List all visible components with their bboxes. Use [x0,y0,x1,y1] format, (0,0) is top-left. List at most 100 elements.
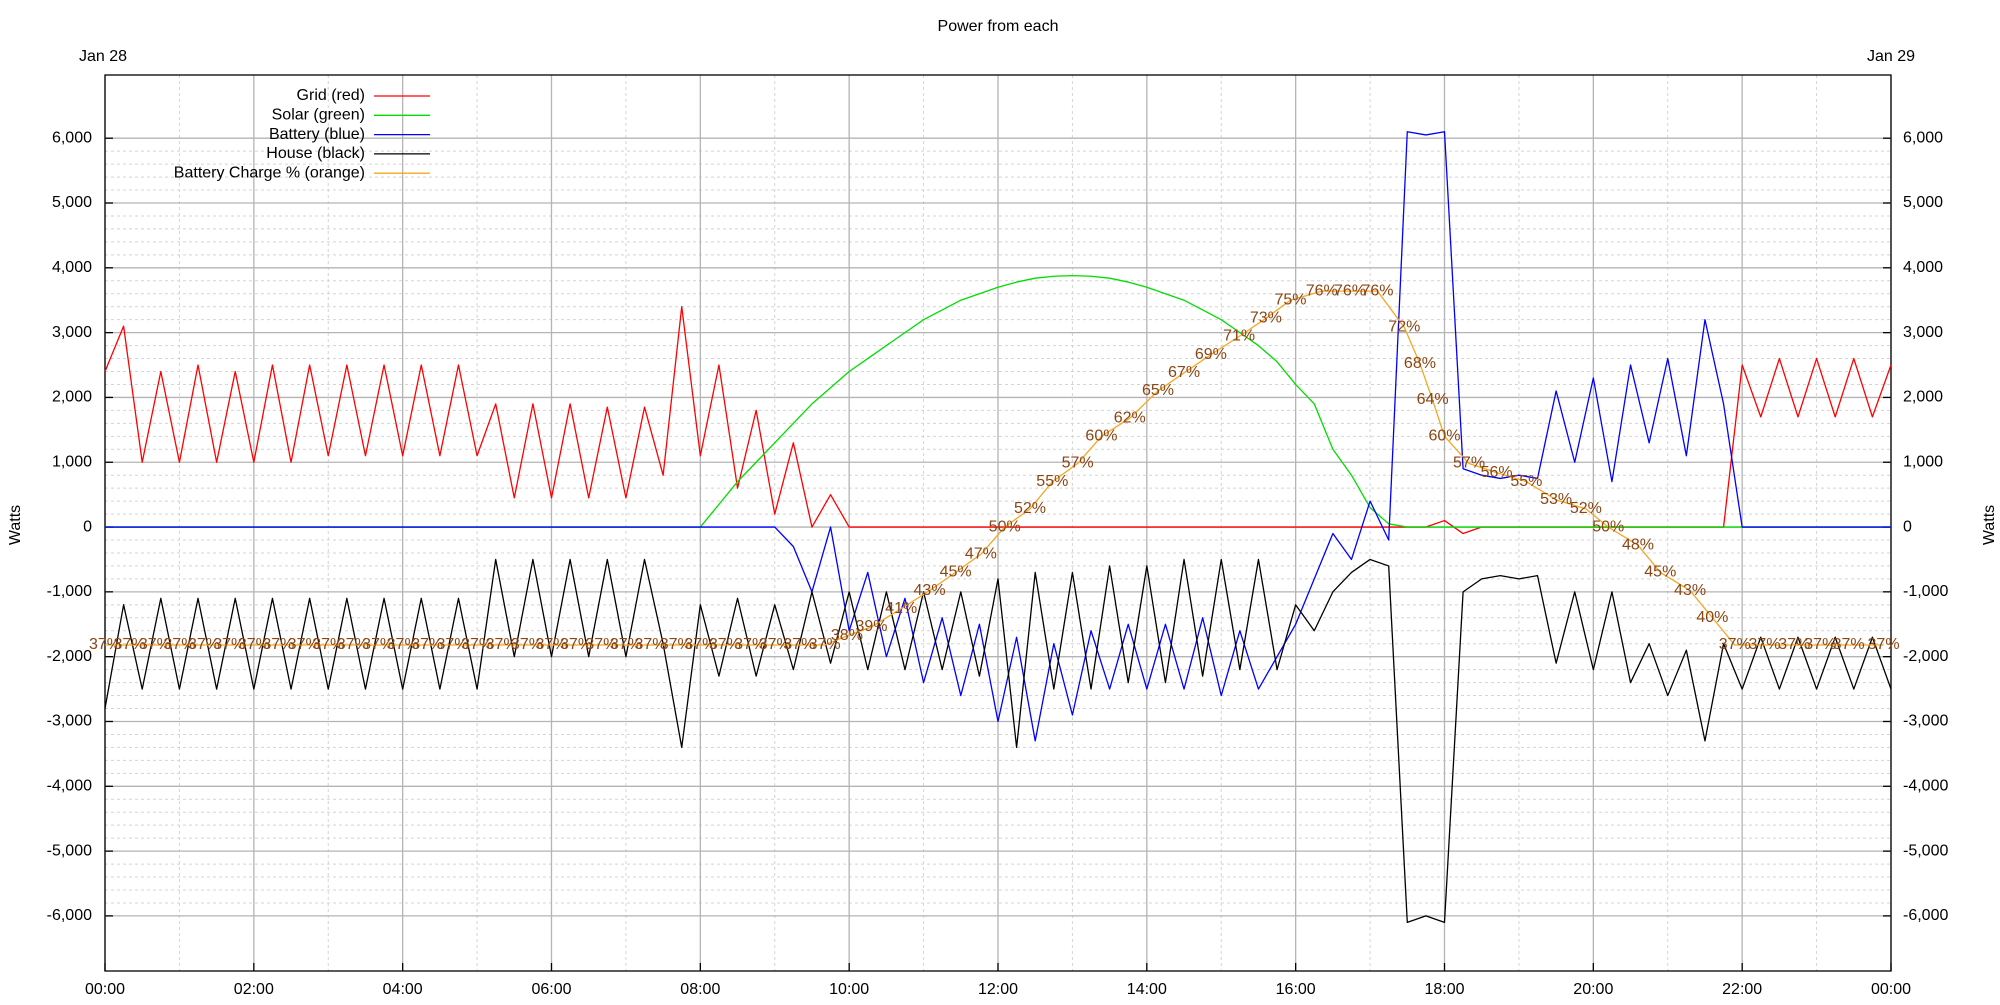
y2-tick-label: -6,000 [1903,907,1948,924]
data-label: 37% [660,636,692,653]
data-label: 37% [139,636,171,653]
data-label: 37% [312,636,344,653]
data-label: 48% [1622,536,1654,553]
y-tick-label: 1,000 [52,453,92,470]
data-label: 47% [965,545,997,562]
y2-tick-label: -3,000 [1903,713,1948,730]
data-label: 38% [831,627,863,644]
y2-tick-label: 3,000 [1903,324,1943,341]
data-label: 76% [1362,282,1394,299]
data-label: 69% [1195,346,1227,363]
data-label: 55% [1510,473,1542,490]
y-tick-label: -2,000 [47,648,92,665]
data-label: 37% [560,636,592,653]
data-label: 37% [114,636,146,653]
y2-axis-label: Watts [1981,505,1998,545]
data-label: 55% [1036,473,1068,490]
data-label: 37% [411,636,443,653]
y-tick-label: 6,000 [52,129,92,146]
y2-tick-label: -5,000 [1903,842,1948,859]
data-label: 76% [1334,282,1366,299]
data-label: 65% [1142,382,1174,399]
y-tick-label: -6,000 [47,907,92,924]
start-date-label: Jan 28 [79,48,127,65]
data-label: 37% [461,636,493,653]
y2-tick-label: -4,000 [1903,778,1948,795]
data-label: 37% [1833,636,1865,653]
legend-label: Solar (green) [272,107,365,124]
data-label: 45% [940,564,972,581]
data-label: 41% [885,600,917,617]
data-label: 39% [855,618,887,635]
data-label: 37% [288,636,320,653]
data-label: 37% [486,636,518,653]
x-tick-label: 06:00 [531,981,571,998]
data-label: 37% [1748,636,1780,653]
data-label: 52% [1014,500,1046,517]
axis-labels: -6,000 -6,000 -5,000 -5,000 -4,000 -4,000 -3,0… [47,129,1949,998]
data-label: 50% [1592,518,1624,535]
data-label: 37% [362,636,394,653]
y-tick-label: 3,000 [52,324,92,341]
data-label: 76% [1306,282,1338,299]
data-label: 37% [759,636,791,653]
y2-tick-label: 0 [1903,518,1912,535]
legend-label: Battery (blue) [269,126,365,143]
data-label: 62% [1114,409,1146,426]
x-tick-label: 20:00 [1573,981,1613,998]
data-label: 56% [1481,464,1513,481]
data-label: 37% [337,636,369,653]
data-label: 67% [1168,364,1200,381]
y-tick-label: 0 [83,518,92,535]
data-label: 68% [1404,355,1436,372]
data-label: 60% [1085,428,1117,445]
legend: Grid (red) Solar (green) Battery (blue) Hou… [174,87,430,181]
data-label: 37% [511,636,543,653]
plot-area: 37%37%37%37%37%37%37%37%37%37%37%37%37%3… [89,131,1900,924]
data-label: 37% [89,636,121,653]
data-label: 37% [783,636,815,653]
x-tick-label: 12:00 [978,981,1018,998]
y-axis-label: Watts [7,505,24,545]
data-label: 53% [1540,491,1572,508]
data-label: 37% [734,636,766,653]
y-tick-label: 2,000 [52,389,92,406]
data-label: 37% [1719,636,1751,653]
data-label: 37% [709,636,741,653]
data-label: 37% [238,636,270,653]
legend-label: House (black) [266,145,365,162]
legend-label: Grid (red) [297,87,365,104]
y-tick-label: 4,000 [52,259,92,276]
data-label: 37% [809,636,841,653]
end-date-label: Jan 29 [1867,48,1915,65]
data-label: 37% [535,636,567,653]
y-tick-label: -3,000 [47,713,92,730]
data-label: 64% [1417,391,1449,408]
data-label: 71% [1223,328,1255,345]
data-label: 57% [1453,455,1485,472]
y2-tick-label: 6,000 [1903,129,1943,146]
y2-tick-label: 1,000 [1903,453,1943,470]
x-tick-label: 00:00 [85,981,125,998]
data-label: 37% [1868,636,1900,653]
data-label: 50% [989,518,1021,535]
data-label: 37% [188,636,220,653]
x-tick-label: 08:00 [680,981,720,998]
data-label: 37% [387,636,419,653]
x-tick-label: 04:00 [383,981,423,998]
series-line [105,131,1891,742]
data-label: 60% [1428,428,1460,445]
data-label: 73% [1250,310,1282,327]
x-tick-label: 00:00 [1871,981,1911,998]
data-label: 75% [1274,291,1306,308]
y-tick-label: -1,000 [47,583,92,600]
x-tick-label: 10:00 [829,981,869,998]
x-tick-label: 14:00 [1127,981,1167,998]
y2-tick-label: -2,000 [1903,648,1948,665]
data-label: 37% [213,636,245,653]
data-label: 37% [610,636,642,653]
data-label: 37% [1804,636,1836,653]
data-label: 37% [163,636,195,653]
